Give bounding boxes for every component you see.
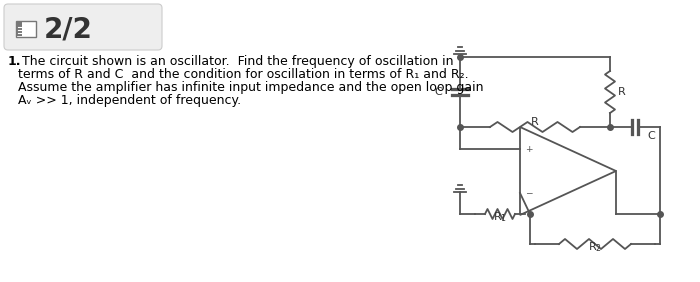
Text: Aᵥ >> 1, independent of frequency.: Aᵥ >> 1, independent of frequency. [18, 94, 241, 107]
Text: +: + [525, 144, 533, 153]
Text: 2/2: 2/2 [44, 15, 93, 43]
Text: terms of R and C  and the condition for oscillation in terms of R₁ and R₂.: terms of R and C and the condition for o… [18, 68, 468, 81]
Text: R$_1$: R$_1$ [493, 210, 507, 224]
FancyBboxPatch shape [4, 4, 162, 50]
Text: C: C [434, 87, 442, 97]
Bar [16, 21, 36, 37]
Text: C: C [647, 131, 655, 141]
Bar [17, 22, 22, 36]
Text: The circuit shown is an oscillator.  Find the frequency of oscillation in: The circuit shown is an oscillator. Find… [18, 55, 454, 68]
Text: 1.: 1. [8, 55, 22, 68]
Text: −: − [525, 188, 533, 197]
Text: R: R [618, 87, 626, 97]
Text: R: R [531, 117, 539, 127]
Text: R$_2$: R$_2$ [588, 240, 602, 254]
Text: Assume the amplifier has infinite input impedance and the open loop gain: Assume the amplifier has infinite input … [18, 81, 484, 94]
